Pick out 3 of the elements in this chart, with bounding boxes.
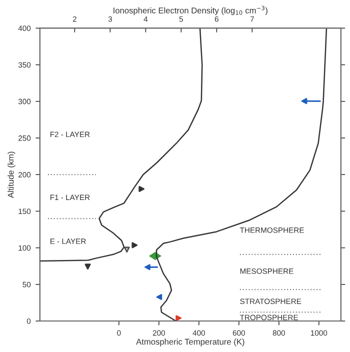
y-axis-title: Altitude (km) — [8, 152, 16, 198]
x2-axis-title: Ionospheric Electron Density (log$_{10}$ cm$^{−3}$) — [114, 6, 268, 16]
x-axis-title: Atmospheric Temperature (K) — [136, 338, 244, 346]
